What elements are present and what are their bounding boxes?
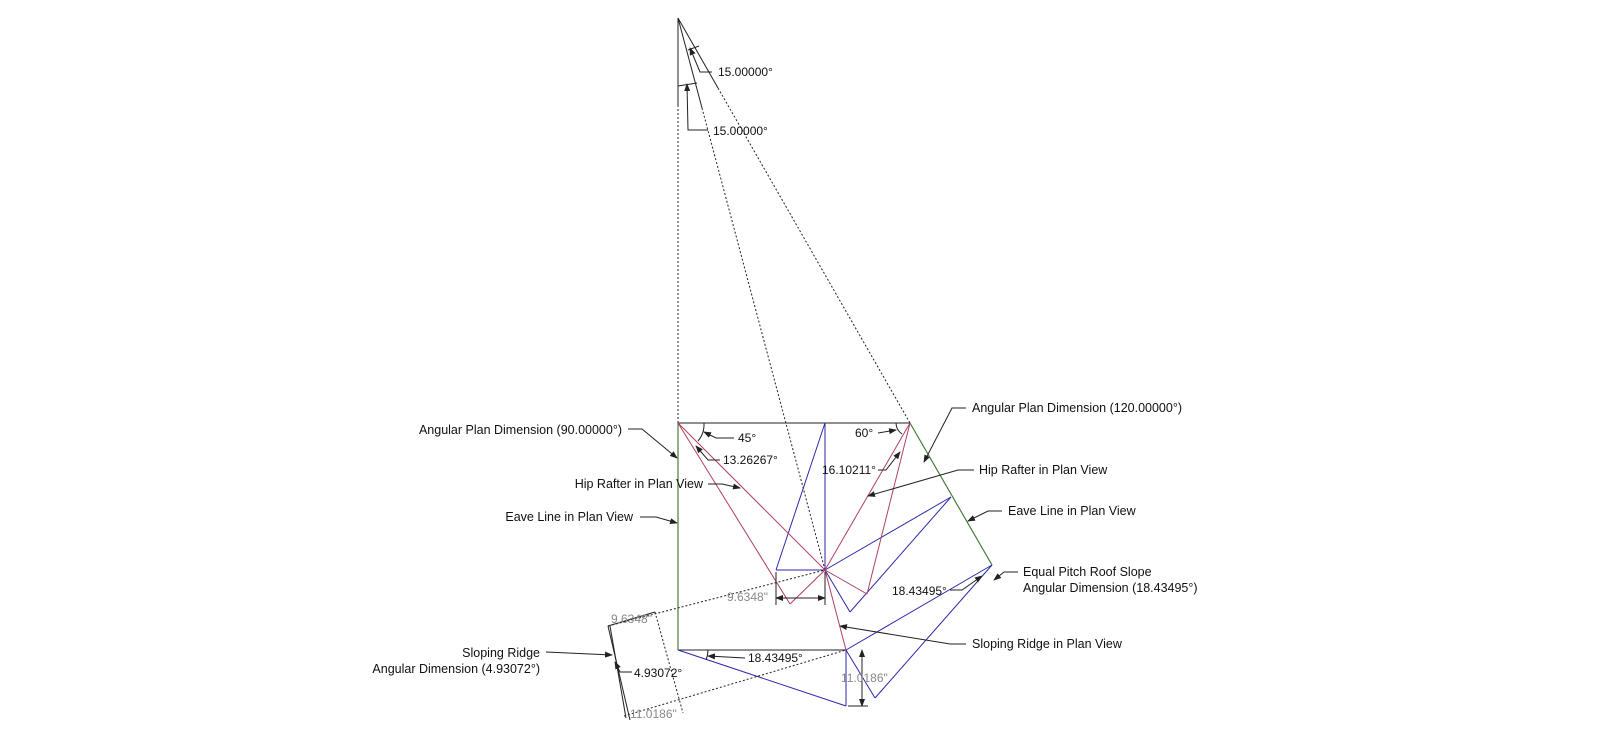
dim-height-plan: 11.0186" bbox=[841, 671, 888, 685]
callout-angular-90: Angular Plan Dimension (90.00000°) bbox=[419, 423, 622, 437]
callout-pitch-line2: Angular Dimension (18.43495°) bbox=[1023, 581, 1198, 595]
callouts: Angular Plan Dimension (90.00000°) Hip R… bbox=[372, 401, 1197, 676]
angle-60: 60° bbox=[855, 426, 873, 440]
callout-angular-120: Angular Plan Dimension (120.00000°) bbox=[972, 401, 1182, 415]
angle-ridge: 4.93072° bbox=[634, 666, 682, 680]
apex-construction: 15.00000° 15.00000° bbox=[677, 17, 911, 571]
apex-angle-lower: 15.00000° bbox=[713, 124, 768, 138]
angle-13: 13.26267° bbox=[723, 453, 778, 467]
callout-sloping-ridge-line2: Angular Dimension (4.93072°) bbox=[372, 662, 540, 676]
sloping-ridge-plan bbox=[824, 569, 847, 651]
angle-pitch-bottom: 18.43495° bbox=[748, 651, 803, 665]
annotations: 45° 13.26267° 60° 16.10211° 9.6348" 18.4… bbox=[695, 422, 983, 707]
ridge-construction: 9.6348" 4.93072° 11.0186" bbox=[607, 569, 847, 721]
dim-width-plan: 9.6348" bbox=[727, 590, 768, 604]
angle-pitch-right: 18.43495° bbox=[892, 584, 947, 598]
callout-hip-right: Hip Rafter in Plan View bbox=[979, 463, 1108, 477]
plan-geometry bbox=[677, 422, 993, 707]
dim-height-true: 11.0186" bbox=[630, 707, 677, 721]
callout-eave-left: Eave Line in Plan View bbox=[505, 510, 634, 524]
angle-45: 45° bbox=[738, 431, 756, 445]
dim-width-true: 9.6348" bbox=[611, 612, 652, 626]
eave-line-right bbox=[909, 422, 993, 566]
callout-sloping-ridge-line1: Sloping Ridge bbox=[462, 646, 540, 660]
angle-16: 16.10211° bbox=[822, 463, 876, 477]
callout-eave-right: Eave Line in Plan View bbox=[1008, 504, 1137, 518]
callout-sloping-ridge-plan: Sloping Ridge in Plan View bbox=[972, 637, 1123, 651]
callout-pitch-line1: Equal Pitch Roof Slope bbox=[1023, 565, 1152, 579]
apex-angle-upper: 15.00000° bbox=[718, 65, 773, 79]
callout-hip-left: Hip Rafter in Plan View bbox=[575, 477, 704, 491]
